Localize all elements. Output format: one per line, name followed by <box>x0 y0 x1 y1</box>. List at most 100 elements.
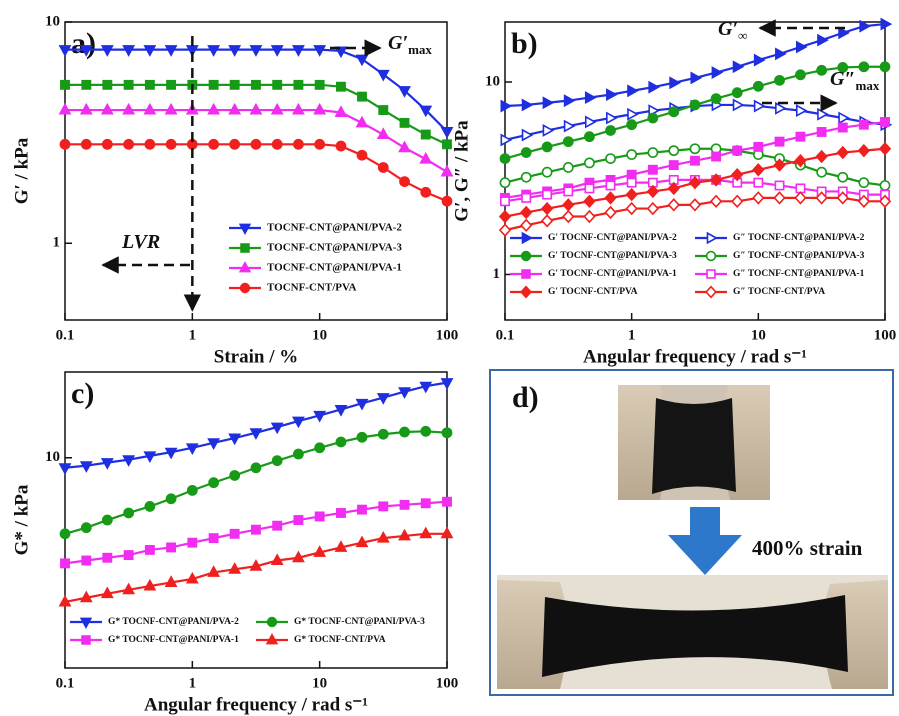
marker <box>443 498 451 506</box>
figure: d) 400% strain 0.1110100110Strain / %G′ … <box>0 0 899 716</box>
marker <box>607 113 616 123</box>
legend-label: G″ TOCNF-CNT@PANI/PVA-3 <box>733 251 865 261</box>
marker <box>522 148 531 157</box>
marker <box>732 196 742 207</box>
annotation-sub: max <box>856 78 880 93</box>
marker <box>669 199 679 210</box>
y-tick-label: 10 <box>485 73 500 89</box>
legend-label: G′ TOCNF-CNT@PANI/PVA-2 <box>548 233 677 243</box>
marker <box>315 443 324 452</box>
marker <box>564 187 572 195</box>
marker <box>294 81 302 89</box>
marker <box>188 486 197 495</box>
marker <box>838 147 848 158</box>
marker <box>859 145 869 156</box>
annotation-text: G″ <box>830 68 856 90</box>
legend: TOCNF-CNT@PANI/PVA-2TOCNF-CNT@PANI/PVA-3… <box>229 222 402 294</box>
marker <box>880 62 889 71</box>
marker <box>565 121 574 131</box>
marker <box>733 146 741 154</box>
marker <box>754 143 762 151</box>
marker <box>795 192 805 203</box>
marker <box>422 499 430 507</box>
marker <box>859 178 868 187</box>
marker <box>754 82 763 91</box>
marker <box>775 76 784 85</box>
legend-label: G* TOCNF-CNT@PANI/PVA-2 <box>108 617 239 627</box>
legend-marker <box>707 252 716 261</box>
marker <box>379 163 388 172</box>
marker <box>501 197 509 205</box>
annotation: G″max <box>830 68 880 93</box>
marker <box>628 178 636 186</box>
marker <box>881 118 889 126</box>
marker <box>379 430 388 439</box>
marker <box>501 101 510 111</box>
marker <box>690 100 699 109</box>
marker <box>543 125 552 135</box>
marker <box>421 427 430 436</box>
marker <box>796 133 804 141</box>
marker <box>103 81 111 89</box>
marker <box>145 502 154 511</box>
marker <box>230 140 239 149</box>
marker <box>82 140 91 149</box>
annotation-text: LVR <box>121 231 160 253</box>
marker <box>669 107 678 116</box>
marker <box>711 196 721 207</box>
chart: 0.111010010Angular frequency / rad s⁻¹G*… <box>11 372 458 715</box>
marker <box>251 140 260 149</box>
marker <box>400 119 408 127</box>
marker <box>564 137 573 146</box>
marker <box>585 132 594 141</box>
marker <box>776 103 785 113</box>
marker <box>755 55 764 65</box>
marker <box>273 456 282 465</box>
marker <box>605 207 615 218</box>
marker <box>733 88 742 97</box>
marker <box>379 502 387 510</box>
x-tick-label: 1 <box>189 327 197 343</box>
marker <box>586 117 595 127</box>
marker <box>669 146 678 155</box>
legend-marker <box>241 244 249 252</box>
marker <box>817 128 825 136</box>
marker <box>523 100 532 110</box>
marker <box>124 81 132 89</box>
y-axis-title: G′, G″ / kPa <box>451 120 472 222</box>
marker <box>606 154 615 163</box>
series-line <box>65 144 447 201</box>
marker <box>251 463 260 472</box>
legend-label: G′ TOCNF-CNT/PVA <box>548 287 638 297</box>
marker <box>753 192 763 203</box>
marker <box>82 556 90 564</box>
marker <box>103 515 112 524</box>
legend-marker <box>82 636 90 644</box>
chart: 0.1110100110Angular frequency / rad s⁻¹G… <box>451 18 896 368</box>
marker <box>358 92 366 100</box>
marker <box>358 505 366 513</box>
marker <box>103 140 112 149</box>
marker <box>252 526 260 534</box>
marker <box>294 449 303 458</box>
marker <box>82 523 91 532</box>
marker <box>231 530 239 538</box>
marker <box>146 81 154 89</box>
marker <box>543 142 552 151</box>
marker <box>648 186 658 197</box>
marker <box>627 120 636 129</box>
marker <box>145 140 154 149</box>
y-tick-label: 1 <box>53 235 61 251</box>
marker <box>379 106 387 114</box>
marker <box>690 144 699 153</box>
marker <box>400 427 409 436</box>
marker <box>336 141 345 150</box>
marker <box>400 501 408 509</box>
marker <box>230 471 239 480</box>
marker <box>422 130 430 138</box>
marker <box>166 494 175 503</box>
marker <box>605 192 615 203</box>
legend: G* TOCNF-CNT@PANI/PVA-2G* TOCNF-CNT@PANI… <box>70 617 425 645</box>
marker <box>357 151 366 160</box>
legend-label: G″ TOCNF-CNT/PVA <box>733 287 825 297</box>
